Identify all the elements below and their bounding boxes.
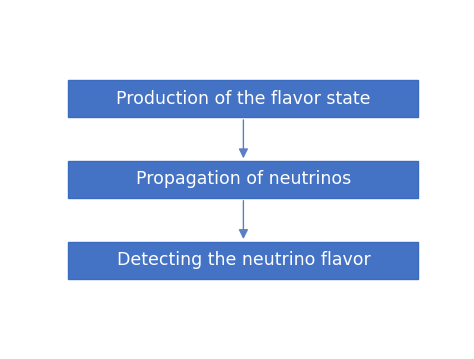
FancyBboxPatch shape [69, 242, 418, 279]
Text: Propagation of neutrinos: Propagation of neutrinos [136, 171, 351, 188]
Text: Production of the flavor state: Production of the flavor state [116, 90, 371, 108]
FancyBboxPatch shape [69, 161, 418, 198]
Text: Detecting the neutrino flavor: Detecting the neutrino flavor [117, 251, 370, 269]
FancyBboxPatch shape [69, 80, 418, 117]
